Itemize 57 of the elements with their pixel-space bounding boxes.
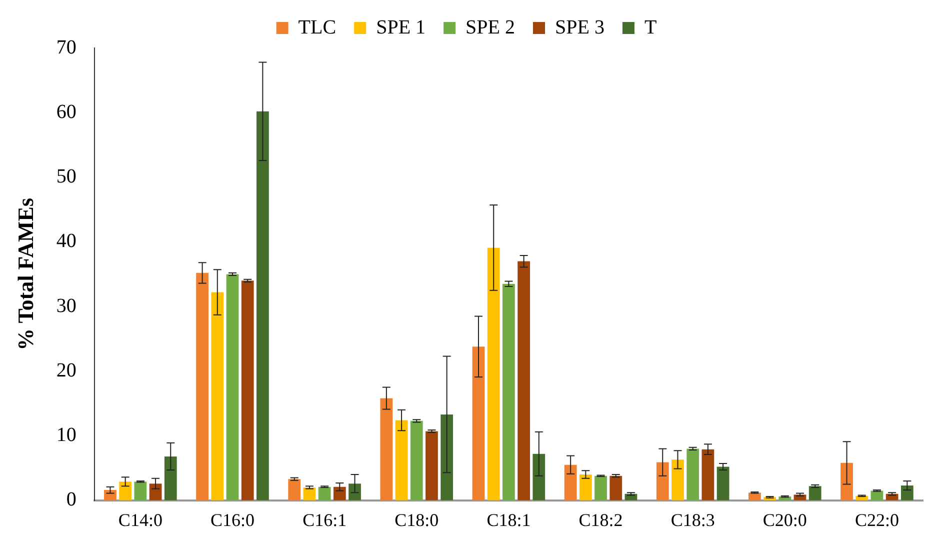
bar xyxy=(380,398,393,500)
bar xyxy=(134,482,147,500)
bar xyxy=(241,280,254,500)
bar xyxy=(426,431,438,500)
bar xyxy=(318,486,331,500)
y-tick-label: 20 xyxy=(56,359,76,382)
bar xyxy=(518,261,530,500)
bar xyxy=(579,474,592,500)
y-axis-title: % Total FAMEs xyxy=(12,198,38,350)
bar xyxy=(502,284,515,500)
y-tick-label: 0 xyxy=(66,488,76,511)
bar xyxy=(196,272,208,500)
y-tick-label: 60 xyxy=(56,100,76,123)
bar xyxy=(211,292,224,500)
x-tick-label: C18:1 xyxy=(486,510,531,530)
x-tick-label: C22:0 xyxy=(854,510,899,530)
y-tick-label: 70 xyxy=(56,36,76,58)
x-tick-label: C16:1 xyxy=(302,510,347,530)
x-tick-label: C18:0 xyxy=(394,510,439,530)
bar xyxy=(288,479,301,500)
bar xyxy=(594,476,607,500)
legend-label: SPE 3 xyxy=(555,16,604,38)
y-tick-label: 10 xyxy=(56,424,76,446)
y-tick-label: 40 xyxy=(56,230,76,252)
legend-label: TLC xyxy=(298,16,336,38)
bar xyxy=(348,484,361,500)
bar xyxy=(333,486,346,500)
legend-label: SPE 2 xyxy=(466,16,516,38)
bar xyxy=(900,486,914,500)
bar xyxy=(164,456,177,500)
bar xyxy=(226,274,239,500)
y-tick-label: 50 xyxy=(56,166,76,188)
bar xyxy=(564,464,577,500)
y-tick-label: 30 xyxy=(56,294,76,317)
bar xyxy=(672,460,684,500)
bar xyxy=(702,449,714,500)
bar xyxy=(395,420,408,500)
bar xyxy=(410,420,423,500)
x-tick-label: C14:0 xyxy=(118,510,162,530)
bar xyxy=(840,462,853,500)
bar xyxy=(440,414,454,500)
legend-label: T xyxy=(644,16,657,38)
x-tick-label: C18:3 xyxy=(670,510,715,530)
x-tick-label: C20:0 xyxy=(762,510,807,530)
x-tick-label: C18:2 xyxy=(578,510,623,530)
bar xyxy=(656,462,669,500)
bar xyxy=(119,482,132,500)
bar xyxy=(808,486,822,500)
bar xyxy=(686,448,700,500)
bar xyxy=(610,476,622,500)
x-tick-label: C16:0 xyxy=(210,510,255,530)
bar xyxy=(472,346,485,500)
bar xyxy=(716,466,730,500)
bar xyxy=(256,111,269,500)
bar xyxy=(532,454,546,500)
legend-label: SPE 1 xyxy=(376,16,426,38)
bar xyxy=(487,248,500,500)
